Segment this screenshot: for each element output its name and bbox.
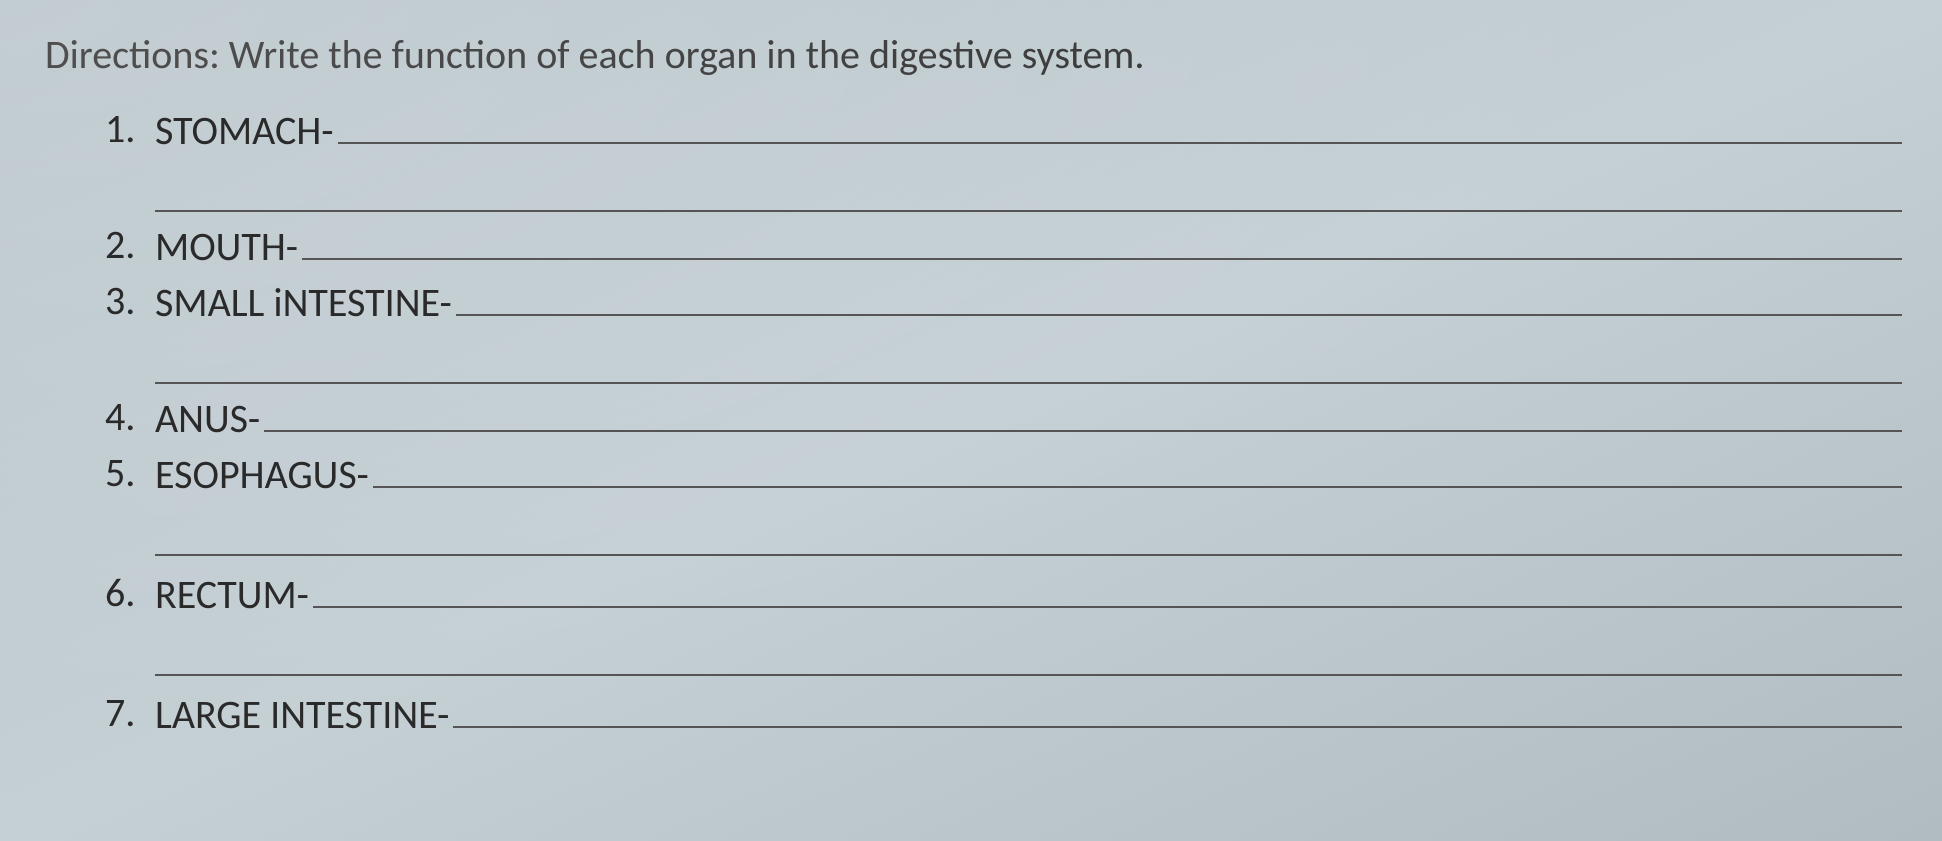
item-row: SMALL iNTESTINE- (155, 276, 1902, 332)
item-row: ANUS- (155, 392, 1902, 448)
item-row: ESOPHAGUS- (155, 448, 1902, 504)
directions-text: Directions: Write the function of each o… (45, 30, 1902, 79)
list-item-large-intestine: LARGE INTESTINE- (155, 688, 1902, 744)
item-row: MOUTH- (155, 220, 1902, 276)
answer-line[interactable] (313, 568, 1902, 608)
answer-line[interactable] (338, 104, 1903, 144)
item-label-mouth: MOUTH- (155, 222, 298, 271)
item-row: LARGE INTESTINE- (155, 688, 1902, 744)
worksheet-list: STOMACH- MOUTH- SMALL iNTESTINE- ANUS- E… (40, 104, 1902, 744)
answer-line-extra[interactable] (155, 332, 1902, 384)
item-label-rectum: RECTUM- (155, 570, 309, 619)
list-item-esophagus: ESOPHAGUS- (155, 448, 1902, 556)
item-label-anus: ANUS- (155, 394, 260, 443)
item-label-large-intestine: LARGE INTESTINE- (155, 690, 449, 739)
answer-line[interactable] (302, 220, 1902, 260)
item-row: RECTUM- (155, 568, 1902, 624)
list-item-mouth: MOUTH- (155, 220, 1902, 276)
item-row: STOMACH- (155, 104, 1902, 160)
answer-line-extra[interactable] (155, 504, 1902, 556)
answer-line[interactable] (373, 448, 1902, 488)
list-item-stomach: STOMACH- (155, 104, 1902, 212)
item-label-small-intestine: SMALL iNTESTINE- (155, 278, 452, 327)
answer-line-extra[interactable] (155, 624, 1902, 676)
list-item-small-intestine: SMALL iNTESTINE- (155, 276, 1902, 384)
answer-line[interactable] (264, 392, 1902, 432)
list-item-anus: ANUS- (155, 392, 1902, 448)
answer-line[interactable] (453, 688, 1902, 728)
answer-line-extra[interactable] (155, 160, 1902, 212)
item-label-esophagus: ESOPHAGUS- (155, 450, 369, 499)
list-item-rectum: RECTUM- (155, 568, 1902, 676)
item-label-stomach: STOMACH- (155, 106, 334, 155)
answer-line[interactable] (456, 276, 1902, 316)
